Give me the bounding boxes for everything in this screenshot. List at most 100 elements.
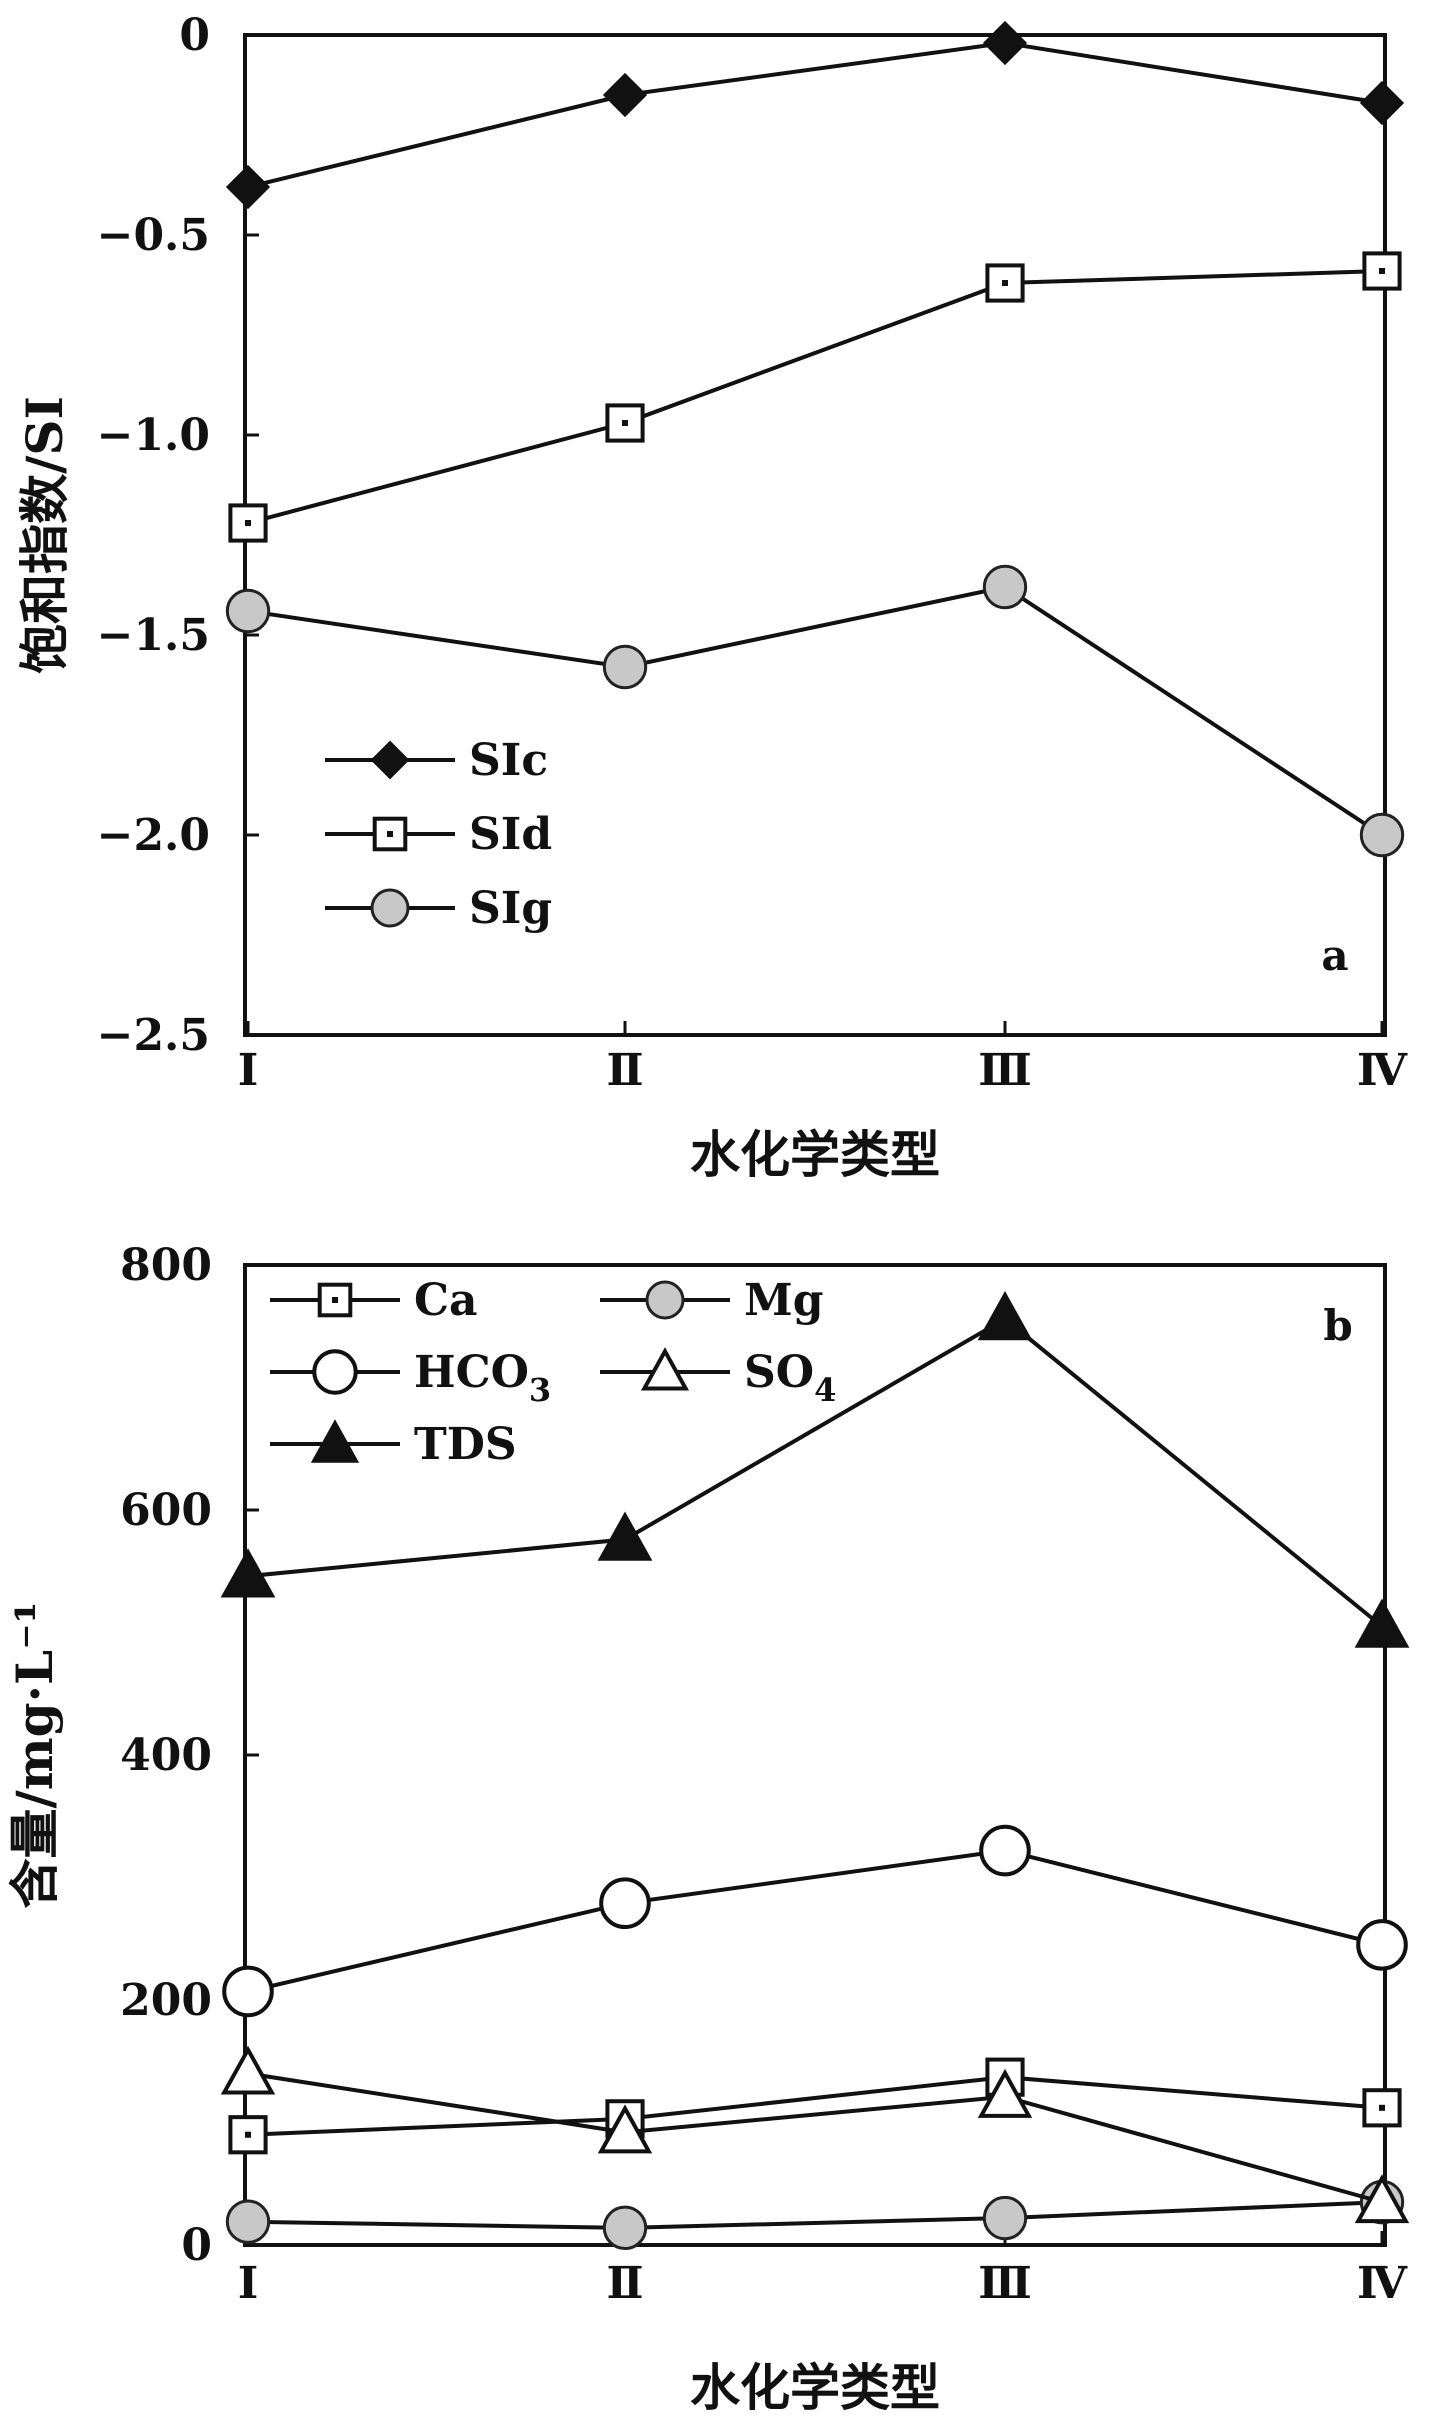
panel-b-legend: Ca Mg HCO3 SO4 TDS — [270, 1275, 836, 1470]
panel-a-series — [225, 20, 1405, 858]
x-tick-label: Ⅳ — [1357, 1045, 1408, 1096]
series-sid — [228, 251, 1402, 543]
series-line — [247, 584, 1384, 837]
data-point — [1362, 2088, 1402, 2128]
data-point — [225, 2199, 271, 2244]
legend-label: Mg — [744, 1275, 823, 1326]
y-tick-label: 800 — [120, 1240, 212, 1291]
legend-marker — [317, 1282, 353, 1318]
legend-label: HCO3 — [414, 1347, 551, 1409]
y-tick-label: 0 — [179, 10, 210, 61]
legend-label: TDS — [414, 1419, 517, 1470]
legend-marker — [310, 1419, 360, 1463]
data-point — [225, 164, 271, 210]
y-tick-label: −0.5 — [97, 210, 210, 261]
legend-marker — [370, 740, 410, 780]
series-line — [247, 1848, 1383, 1994]
data-point — [602, 644, 648, 690]
data-point — [220, 2045, 276, 2095]
series-line — [247, 2075, 1383, 2137]
series-ca — [228, 2057, 1402, 2155]
data-point — [1362, 251, 1402, 291]
x-tick-label: Ⅲ — [978, 2258, 1032, 2309]
x-tick-label: Ⅰ — [238, 1045, 259, 1096]
data-point — [1359, 80, 1405, 126]
panel-a-label: a — [1321, 931, 1348, 980]
y-tick-label: 600 — [120, 1485, 212, 1536]
legend-label: SO4 — [744, 1347, 836, 1409]
data-point — [982, 2195, 1028, 2241]
legend-item-so4: SO4 — [600, 1347, 836, 1409]
panel-b-y-ticks: 0 200 400 600 800 — [120, 1240, 259, 2271]
legend-label: SIg — [469, 883, 552, 934]
data-point — [228, 2115, 268, 2155]
x-tick-label: Ⅲ — [978, 1045, 1032, 1096]
panel-a-plot-frame — [243, 33, 1387, 1037]
y-tick-label: −1.0 — [97, 410, 210, 461]
data-point — [597, 2104, 653, 2154]
series-mg — [225, 2179, 1405, 2251]
panel-a-x-ticks: Ⅰ Ⅱ Ⅲ Ⅳ — [238, 1021, 1408, 1096]
legend-marker — [640, 1347, 690, 1391]
panel-b-y-axis-title: 含量/mg·L⁻¹ — [5, 1602, 64, 1909]
x-tick-label: Ⅳ — [1357, 2258, 1408, 2309]
panel-b-label: b — [1323, 1301, 1352, 1350]
y-tick-label: −2.5 — [97, 1010, 210, 1061]
series-line — [247, 40, 1383, 189]
legend-marker — [645, 1280, 685, 1320]
panel-b-x-axis-title: 水化学类型 — [690, 2358, 940, 2417]
series-tds — [220, 1290, 1410, 1648]
data-point — [605, 403, 645, 443]
panel-a-x-axis-title: 水化学类型 — [690, 1125, 940, 1184]
data-point — [979, 1824, 1031, 1877]
series-line — [247, 1316, 1384, 1628]
legend-marker — [312, 1349, 358, 1395]
data-point — [599, 1877, 651, 1930]
series-so4 — [220, 2045, 1410, 2224]
data-point — [1359, 812, 1405, 858]
y-tick-label: −2.0 — [97, 810, 210, 861]
x-tick-label: Ⅱ — [606, 1045, 643, 1096]
series-line — [247, 269, 1383, 525]
panel-a: 0 −0.5 −1.0 −1.5 −2.0 −2.5 Ⅰ Ⅱ Ⅲ Ⅳ SIc SId SIg a 水… — [15, 10, 1408, 1184]
series-line — [247, 2200, 1383, 2230]
legend-item-hco3: HCO3 — [270, 1347, 551, 1409]
panel-a-y-ticks: 0 −0.5 −1.0 −1.5 −2.0 −2.5 — [97, 10, 259, 1061]
data-point — [982, 20, 1028, 66]
legend-label: SId — [469, 809, 552, 860]
series-sig — [225, 564, 1405, 858]
data-point — [222, 1965, 274, 2018]
legend-item-sig: SIg — [325, 883, 552, 934]
data-point — [602, 72, 648, 118]
data-point — [977, 1290, 1033, 1341]
data-point — [977, 2068, 1033, 2118]
series-line — [247, 2071, 1383, 2205]
legend-marker — [372, 816, 408, 852]
legend-label: Ca — [414, 1275, 478, 1326]
panel-a-y-axis-title: 饱和指数/SI — [15, 396, 74, 674]
data-point — [220, 1548, 276, 1598]
legend-item-ca: Ca — [270, 1275, 478, 1326]
legend-marker — [370, 888, 410, 928]
data-point — [228, 503, 268, 543]
y-tick-label: 400 — [120, 1730, 212, 1781]
panel-b-series — [220, 1290, 1410, 2251]
legend-item-tds: TDS — [270, 1419, 517, 1470]
series-sic — [225, 20, 1405, 210]
data-point — [982, 564, 1028, 610]
panel-b-x-ticks: Ⅰ Ⅱ Ⅲ Ⅳ — [238, 2231, 1408, 2309]
y-tick-label: −1.5 — [97, 610, 210, 661]
data-point — [225, 588, 271, 634]
legend-item-sid: SId — [325, 809, 552, 860]
data-point — [985, 263, 1025, 303]
legend-item-sic: SIc — [325, 735, 548, 786]
data-point — [597, 1511, 653, 1561]
data-point — [1356, 1919, 1408, 1971]
x-tick-label: Ⅱ — [606, 2258, 643, 2309]
x-tick-label: Ⅰ — [238, 2258, 259, 2309]
panel-b: 0 200 400 600 800 Ⅰ Ⅱ Ⅲ Ⅳ Ca Mg HCO3 SO4 TDS b 水化学类… — [5, 1240, 1410, 2417]
legend-item-mg: Mg — [600, 1275, 823, 1326]
data-point — [1354, 1598, 1410, 1648]
y-tick-label: 0 — [181, 2220, 212, 2271]
